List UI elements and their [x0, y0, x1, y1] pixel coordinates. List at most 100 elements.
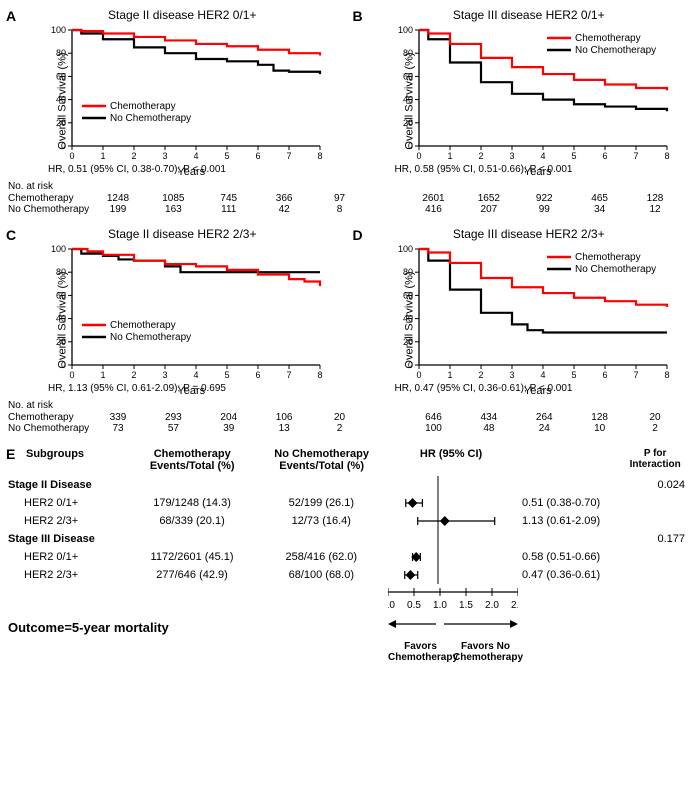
svg-text:5: 5 [571, 370, 576, 380]
svg-text:2.5: 2.5 [511, 600, 518, 611]
svg-text:100: 100 [51, 25, 66, 35]
svg-text:6: 6 [602, 370, 607, 380]
forest-col-chemo: Chemotherapy Events/Total (%) [128, 448, 257, 472]
svg-text:No Chemotherapy: No Chemotherapy [575, 264, 656, 275]
svg-text:No Chemotherapy: No Chemotherapy [110, 113, 191, 124]
hr-text: HR, 0.51 (95% CI, 0.38-0.70); P < 0.001 [48, 164, 339, 175]
svg-text:4: 4 [193, 151, 198, 161]
panel-title: Stage II disease HER2 0/1+ [26, 8, 339, 22]
forest-col-nochemo: No Chemotherapy Events/Total (%) [257, 448, 386, 472]
panel-e-forest: E Subgroups Chemotherapy Events/Total (%… [8, 448, 685, 663]
svg-text:0: 0 [69, 151, 74, 161]
svg-text:1.0: 1.0 [433, 600, 447, 611]
favors-arrows [388, 617, 518, 631]
forest-outcome: Outcome=5-year mortality [8, 620, 258, 635]
panel-letter: E [6, 446, 15, 462]
svg-text:4: 4 [540, 370, 545, 380]
forest-header: Subgroups Chemotherapy Events/Total (%) … [8, 448, 685, 476]
svg-text:1: 1 [100, 370, 105, 380]
svg-text:No Chemotherapy: No Chemotherapy [575, 45, 656, 56]
risk-row-nochemo-ab: No Chemotherapy199163111428416207993412 [8, 204, 685, 215]
svg-text:2: 2 [478, 370, 483, 380]
svg-text:8: 8 [664, 370, 669, 380]
svg-text:2: 2 [478, 151, 483, 161]
panel-letter: A [6, 8, 16, 24]
svg-text:100: 100 [397, 25, 412, 35]
svg-text:7: 7 [286, 370, 291, 380]
svg-text:100: 100 [397, 244, 412, 254]
risk-row-chemo-ab: Chemotherapy1248108574536697260116529224… [8, 193, 685, 204]
svg-text:Chemotherapy: Chemotherapy [575, 252, 641, 263]
forest-body: Stage II Disease0.024HER2 0/1+179/1248 (… [8, 476, 685, 584]
hr-text: HR, 0.47 (95% CI, 0.36-0.61); P < 0.001 [395, 383, 686, 394]
svg-text:7: 7 [633, 151, 638, 161]
svg-text:3: 3 [162, 370, 167, 380]
svg-text:7: 7 [286, 151, 291, 161]
svg-text:0: 0 [416, 370, 421, 380]
y-axis-label: Overall Survival (%) [57, 52, 69, 149]
svg-text:0.5: 0.5 [407, 600, 421, 611]
svg-text:2: 2 [131, 151, 136, 161]
svg-text:8: 8 [317, 151, 322, 161]
svg-text:4: 4 [540, 151, 545, 161]
svg-text:6: 6 [255, 151, 260, 161]
y-axis-label: Overall Survival (%) [403, 52, 415, 149]
panel-letter: B [353, 8, 363, 24]
svg-text:0: 0 [416, 151, 421, 161]
risk-table-cd: No. at risk Chemotherapy3392932041062064… [8, 400, 685, 434]
svg-text:1: 1 [447, 151, 452, 161]
svg-text:5: 5 [224, 370, 229, 380]
hr-text: HR, 1.13 (95% CI, 0.61-2.09); P = 0.695 [48, 383, 339, 394]
panel-title: Stage III disease HER2 0/1+ [373, 8, 686, 22]
risk-table-title: No. at risk [8, 181, 685, 192]
panel-b: B Stage III disease HER2 0/1+ Overall Su… [355, 8, 686, 175]
y-axis-label: Overall Survival (%) [403, 271, 415, 368]
hr-text: HR, 0.58 (95% CI, 0.51-0.66); P < 0.001 [395, 164, 686, 175]
svg-text:7: 7 [633, 370, 638, 380]
svg-text:0: 0 [69, 370, 74, 380]
svg-text:4: 4 [193, 370, 198, 380]
forest-axis: 0.0 0.5 1.0 1.5 2.0 2.5 [8, 588, 685, 612]
panel-letter: D [353, 227, 363, 243]
y-axis-label: Overall Survival (%) [57, 271, 69, 368]
risk-table-title: No. at risk [8, 400, 685, 411]
svg-text:5: 5 [571, 151, 576, 161]
km-chart-a: 020406080100012345678ChemotherapyNo Chem… [44, 24, 324, 164]
forest-col-hr: HR (95% CI) [386, 448, 515, 472]
svg-text:0.0: 0.0 [388, 600, 395, 611]
panel-title: Stage III disease HER2 2/3+ [373, 227, 686, 241]
svg-text:6: 6 [255, 370, 260, 380]
svg-text:2: 2 [131, 370, 136, 380]
svg-text:3: 3 [509, 370, 514, 380]
svg-text:1.5: 1.5 [459, 600, 473, 611]
risk-row-nochemo-cd: No Chemotherapy7357391321004824102 [8, 423, 685, 434]
svg-text:No Chemotherapy: No Chemotherapy [110, 332, 191, 343]
panel-letter: C [6, 227, 16, 243]
risk-table-ab: No. at risk Chemotherapy1248108574536697… [8, 181, 685, 215]
svg-text:Chemotherapy: Chemotherapy [110, 320, 176, 331]
svg-text:1: 1 [100, 151, 105, 161]
km-chart-c: 020406080100012345678ChemotherapyNo Chem… [44, 243, 324, 383]
svg-text:3: 3 [162, 151, 167, 161]
km-chart-b: 020406080100012345678ChemotherapyNo Chem… [391, 24, 671, 164]
svg-text:3: 3 [509, 151, 514, 161]
forest-col-subgroups: Subgroups [8, 448, 128, 472]
forest-col-pint: P for Interaction [625, 448, 685, 472]
favors-left: Favors Chemotherapy [388, 641, 453, 663]
km-chart-d: 020406080100012345678ChemotherapyNo Chem… [391, 243, 671, 383]
panel-title: Stage II disease HER2 2/3+ [26, 227, 339, 241]
svg-text:8: 8 [664, 151, 669, 161]
risk-row-chemo-cd: Chemotherapy3392932041062064643426412820 [8, 412, 685, 423]
svg-text:6: 6 [602, 151, 607, 161]
svg-text:1: 1 [447, 370, 452, 380]
favors-right: Favors No Chemotherapy [453, 641, 518, 663]
forest-axis-svg: 0.0 0.5 1.0 1.5 2.0 2.5 [388, 588, 518, 612]
panel-a: A Stage II disease HER2 0/1+ Overall Sur… [8, 8, 339, 175]
panel-c: C Stage II disease HER2 2/3+ Overall Sur… [8, 227, 339, 394]
svg-text:Chemotherapy: Chemotherapy [575, 33, 641, 44]
svg-text:100: 100 [51, 244, 66, 254]
svg-text:Chemotherapy: Chemotherapy [110, 101, 176, 112]
svg-text:2.0: 2.0 [485, 600, 499, 611]
svg-text:5: 5 [224, 151, 229, 161]
svg-text:8: 8 [317, 370, 322, 380]
